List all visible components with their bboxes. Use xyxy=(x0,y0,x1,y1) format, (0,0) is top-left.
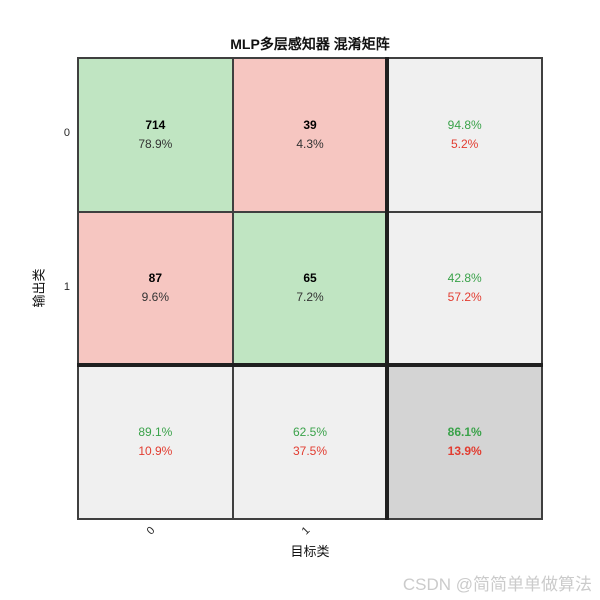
chart-title: MLP多层感知器 混淆矩阵 xyxy=(230,36,390,52)
x-axis-label: 目标类 xyxy=(290,544,330,559)
matrix-cell-r2c0-col-summary: 89.1% 10.9% xyxy=(79,366,232,518)
matrix-cell-r0c1: 39 4.3% xyxy=(233,59,387,211)
cell-count-value: 65 xyxy=(303,271,317,286)
summary-green-percent: 89.1% xyxy=(138,425,173,440)
cell-count-value: 714 xyxy=(145,117,166,132)
x-tick-label-0: 0 xyxy=(144,524,158,538)
matrix-cell-r1c0: 87 9.6% xyxy=(79,212,232,365)
matrix-cell-r1c1: 65 7.2% xyxy=(233,212,387,365)
matrix-cell-r0c0: 714 78.9% xyxy=(79,59,232,211)
matrix-cell-r2c1-col-summary: 62.5% 37.5% xyxy=(233,366,387,518)
summary-red-percent: 10.9% xyxy=(138,444,173,459)
summary-red-percent: 5.2% xyxy=(450,136,479,151)
matrix-cell-r1c2-row-summary: 42.8% 57.2% xyxy=(388,212,541,365)
y-tick-label-1: 1 xyxy=(63,281,70,293)
cell-count-value: 39 xyxy=(303,117,317,132)
summary-red-percent: 37.5% xyxy=(292,444,327,459)
summary-row-separator-line xyxy=(77,363,543,367)
overall-error-percent: 13.9% xyxy=(447,444,482,459)
overall-accuracy-percent: 86.1% xyxy=(447,425,482,440)
summary-green-percent: 62.5% xyxy=(292,425,327,440)
cell-percent-value: 78.9% xyxy=(138,136,173,151)
matrix-cell-r2c2-overall-accuracy: 86.1% 13.9% xyxy=(388,366,541,518)
csdn-watermark: CSDN @简简单单做算法 xyxy=(402,575,592,594)
summary-red-percent: 57.2% xyxy=(447,290,482,305)
cell-count-value: 87 xyxy=(148,271,162,286)
matrix-cell-r0c2-row-summary: 94.8% 5.2% xyxy=(388,59,541,211)
summary-column-separator-line xyxy=(385,57,389,520)
y-tick-label-0: 0 xyxy=(63,127,70,139)
x-tick-label-1: 1 xyxy=(299,524,313,538)
confusion-matrix-grid: 714 78.9% 39 4.3% 94.8% 5.2% 87 9.6% 65 … xyxy=(77,57,543,520)
cell-percent-value: 9.6% xyxy=(141,290,169,305)
cell-percent-value: 4.3% xyxy=(296,136,324,151)
cell-percent-value: 7.2% xyxy=(296,290,324,305)
summary-green-percent: 94.8% xyxy=(447,117,482,132)
summary-green-percent: 42.8% xyxy=(447,271,482,286)
